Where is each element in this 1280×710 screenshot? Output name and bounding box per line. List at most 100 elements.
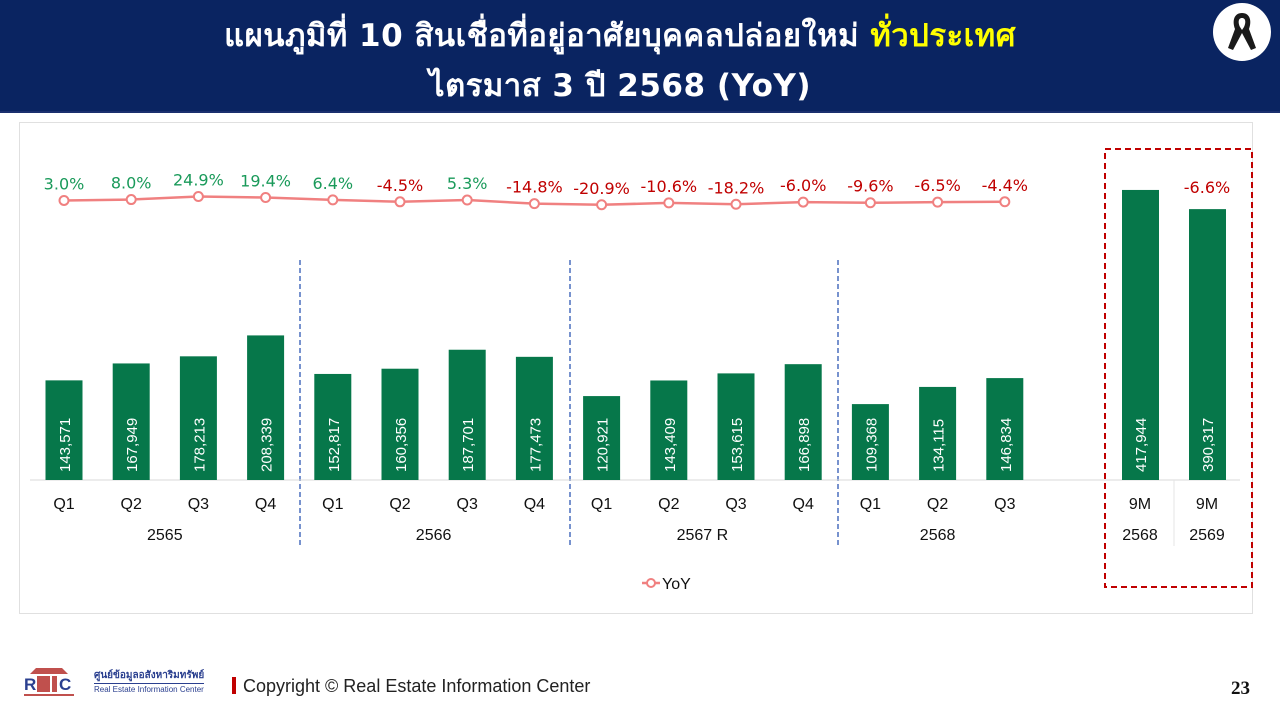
group-label: 2566 <box>416 527 452 544</box>
yoy-label: 24.9% <box>173 171 224 190</box>
yoy-label: -9.6% <box>847 177 893 196</box>
category-label: Q2 <box>658 496 679 513</box>
bar <box>112 363 150 480</box>
bar-value-label: 153,615 <box>729 418 746 472</box>
bar <box>650 380 688 480</box>
bar-value-label: 143,409 <box>662 418 679 472</box>
bar <box>717 373 755 480</box>
legend-marker-icon <box>646 578 656 588</box>
ytd-value-label: 390,317 <box>1200 418 1217 472</box>
yoy-marker <box>730 198 742 210</box>
svg-text:C: C <box>59 675 71 694</box>
bar-value-label: 152,817 <box>326 418 343 472</box>
category-label: Q3 <box>457 496 478 513</box>
bar <box>851 404 889 480</box>
yoy-marker <box>192 191 204 203</box>
bar <box>784 364 822 480</box>
bar <box>583 396 621 480</box>
bar <box>986 378 1024 480</box>
yoy-marker <box>663 197 675 209</box>
yoy-label: 19.4% <box>240 172 291 191</box>
bar-value-label: 178,213 <box>191 418 208 472</box>
category-label: Q2 <box>121 496 142 513</box>
yoy-marker <box>932 196 944 208</box>
yoy-label: -14.8% <box>506 178 563 197</box>
chart-svg: 143,571 167,949 178,213 208,339 152,817 160,3… <box>30 148 1253 593</box>
bar <box>179 356 217 480</box>
yoy-marker <box>596 199 608 211</box>
yoy-label: -4.4% <box>982 176 1028 195</box>
ytd-highlight-box <box>1104 148 1253 588</box>
category-label: Q4 <box>255 496 276 513</box>
ytd-category-bottom: 2568 <box>1122 527 1158 544</box>
title-line-1: แผนภูมิที่ 10 สินเชื่อที่อยู่อาศัยบุคคลป… <box>0 10 1260 60</box>
bar <box>448 349 486 480</box>
yoy-label: -4.5% <box>377 176 423 195</box>
reic-logo: R C ศูนย์ข้อมูลอสังหาริมทรัพย์ Real Esta… <box>22 664 205 705</box>
ytd-yoy-label: -6.6% <box>1184 178 1230 197</box>
group-label: 2567 R <box>677 527 729 544</box>
category-label: Q1 <box>860 496 881 513</box>
category-label: Q1 <box>591 496 612 513</box>
ytd-category-top: 9M <box>1129 496 1151 513</box>
bar-value-label: 187,701 <box>460 418 477 472</box>
slide-header: แผนภูมิที่ 10 สินเชื่อที่อยู่อาศัยบุคคลป… <box>0 0 1280 113</box>
yoy-label: -6.0% <box>780 176 826 195</box>
ytd-bar <box>1122 189 1159 480</box>
yoy-label: 3.0% <box>44 174 85 193</box>
ytd-bar <box>1189 209 1226 480</box>
category-label: Q3 <box>188 496 209 513</box>
logo-thai-text: ศูนย์ข้อมูลอสังหาริมทรัพย์ <box>94 668 205 684</box>
bar <box>515 356 553 480</box>
yoy-marker <box>999 196 1011 208</box>
page-number: 23 <box>1231 678 1250 699</box>
yoy-marker <box>260 192 272 204</box>
category-label: Q1 <box>53 496 74 513</box>
category-label: Q2 <box>389 496 410 513</box>
bar <box>314 373 352 480</box>
yoy-label: 6.4% <box>312 174 353 193</box>
bar-value-label: 208,339 <box>259 418 276 472</box>
yoy-label: 8.0% <box>111 174 152 193</box>
yoy-label: -6.5% <box>914 176 960 195</box>
bar-value-label: 143,571 <box>57 418 74 472</box>
legend-label: YoY <box>662 576 691 593</box>
bar-value-label: 160,356 <box>393 418 410 472</box>
category-label: Q2 <box>927 496 948 513</box>
bar-value-label: 166,898 <box>796 418 813 472</box>
title-highlight: ทั่วประเทศ <box>870 18 1016 54</box>
bar-value-label: 167,949 <box>124 418 141 472</box>
title-main: แผนภูมิที่ 10 สินเชื่อที่อยู่อาศัยบุคคลป… <box>224 18 871 54</box>
category-label: Q3 <box>994 496 1015 513</box>
yoy-label: -18.2% <box>708 178 765 197</box>
category-label: Q1 <box>322 496 343 513</box>
yoy-label: -20.9% <box>573 179 630 198</box>
copyright-label: Copyright © Real Estate Information Cent… <box>243 676 591 696</box>
title-line-2: ไตรมาส 3 ปี 2568 (YoY) <box>428 68 811 104</box>
yoy-label: -10.6% <box>640 177 697 196</box>
bar-value-label: 146,834 <box>998 418 1015 472</box>
bar-value-label: 109,368 <box>863 418 880 472</box>
bar <box>247 335 285 480</box>
yoy-marker <box>327 194 339 206</box>
svg-text:R: R <box>24 675 36 694</box>
bar <box>381 368 419 480</box>
category-label: Q4 <box>524 496 545 513</box>
yoy-marker <box>864 197 876 209</box>
bar <box>919 386 957 480</box>
black-ribbon-icon <box>1213 3 1271 61</box>
yoy-label: 5.3% <box>447 174 488 193</box>
category-label: Q3 <box>725 496 746 513</box>
group-label: 2565 <box>147 527 183 544</box>
copyright-text: Copyright © Real Estate Information Cent… <box>232 676 590 697</box>
bar-value-label: 134,115 <box>931 419 948 472</box>
group-label: 2568 <box>920 527 956 544</box>
yoy-marker <box>461 194 473 206</box>
bar-value-label: 177,473 <box>527 418 544 472</box>
yoy-marker <box>125 194 137 206</box>
ytd-category-bottom: 2569 <box>1189 527 1225 544</box>
copyright-bar <box>232 677 236 694</box>
ytd-category-top: 9M <box>1196 496 1218 513</box>
ytd-value-label: 417,944 <box>1133 418 1150 472</box>
category-label: Q4 <box>793 496 814 513</box>
